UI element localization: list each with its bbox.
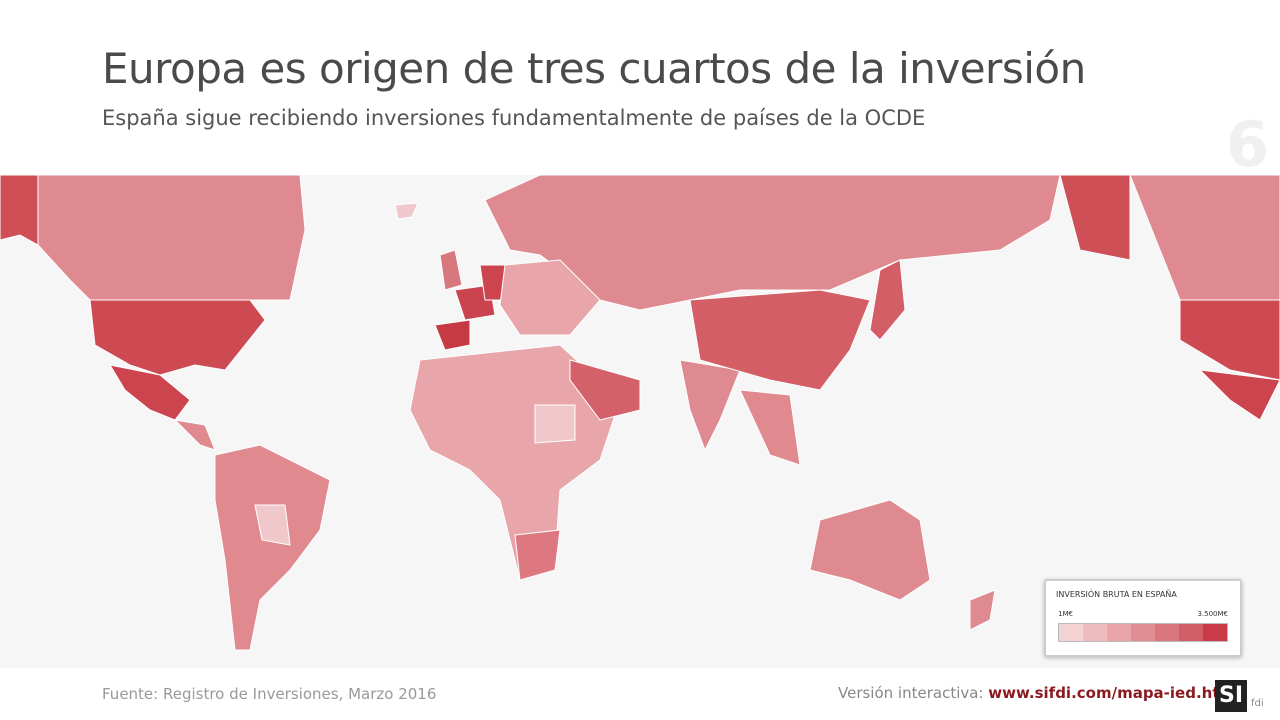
country (1179, 299, 1280, 381)
logo: SI (1215, 680, 1247, 712)
country (1059, 175, 1131, 261)
country (689, 289, 871, 391)
legend-scale (1058, 623, 1228, 642)
country (439, 249, 463, 291)
country (534, 404, 576, 444)
country (484, 175, 1061, 311)
legend-swatch (1203, 624, 1227, 641)
country (173, 419, 216, 451)
link[interactable]: www.sifdi.com/mapa-ied.html (988, 684, 1241, 702)
title: Europa es origen de tres cuartos de la i… (102, 44, 1086, 93)
legend: INVERSIÓN BRUTA EN ESPAÑA 1M€ 3.500M€ (1044, 579, 1242, 657)
country (89, 299, 266, 376)
legend-swatch (1179, 624, 1203, 641)
world-map (0, 175, 1280, 668)
subtitle: España sigue recibiendo inversiones fund… (102, 106, 926, 130)
country (254, 504, 291, 546)
legend-swatch (1155, 624, 1179, 641)
country (969, 589, 996, 631)
country (214, 444, 331, 651)
country (1129, 175, 1280, 301)
legend-swatch (1107, 624, 1131, 641)
source: Fuente: Registro de Inversiones, Marzo 2… (102, 685, 437, 703)
legend-max: 3.500M€ (1197, 610, 1228, 618)
country (0, 175, 39, 246)
legend-swatch (1131, 624, 1155, 641)
country (434, 319, 471, 351)
country (394, 202, 419, 220)
legend-swatch (1083, 624, 1107, 641)
country (869, 259, 906, 341)
country (499, 259, 601, 336)
logo-text: fdi (1251, 698, 1264, 709)
interactive-version: Versión interactiva: www.sifdi.com/mapa-… (838, 684, 1240, 702)
page-number: 6 (1226, 108, 1270, 181)
country (1198, 369, 1280, 421)
legend-swatch (1059, 624, 1083, 641)
interactive-label: Versión interactiva: (838, 684, 984, 702)
country (37, 175, 306, 301)
country (569, 359, 641, 421)
country (739, 389, 801, 466)
country (514, 529, 561, 581)
country (809, 499, 931, 601)
legend-title: INVERSIÓN BRUTA EN ESPAÑA (1056, 590, 1177, 599)
legend-min: 1M€ (1058, 610, 1073, 618)
